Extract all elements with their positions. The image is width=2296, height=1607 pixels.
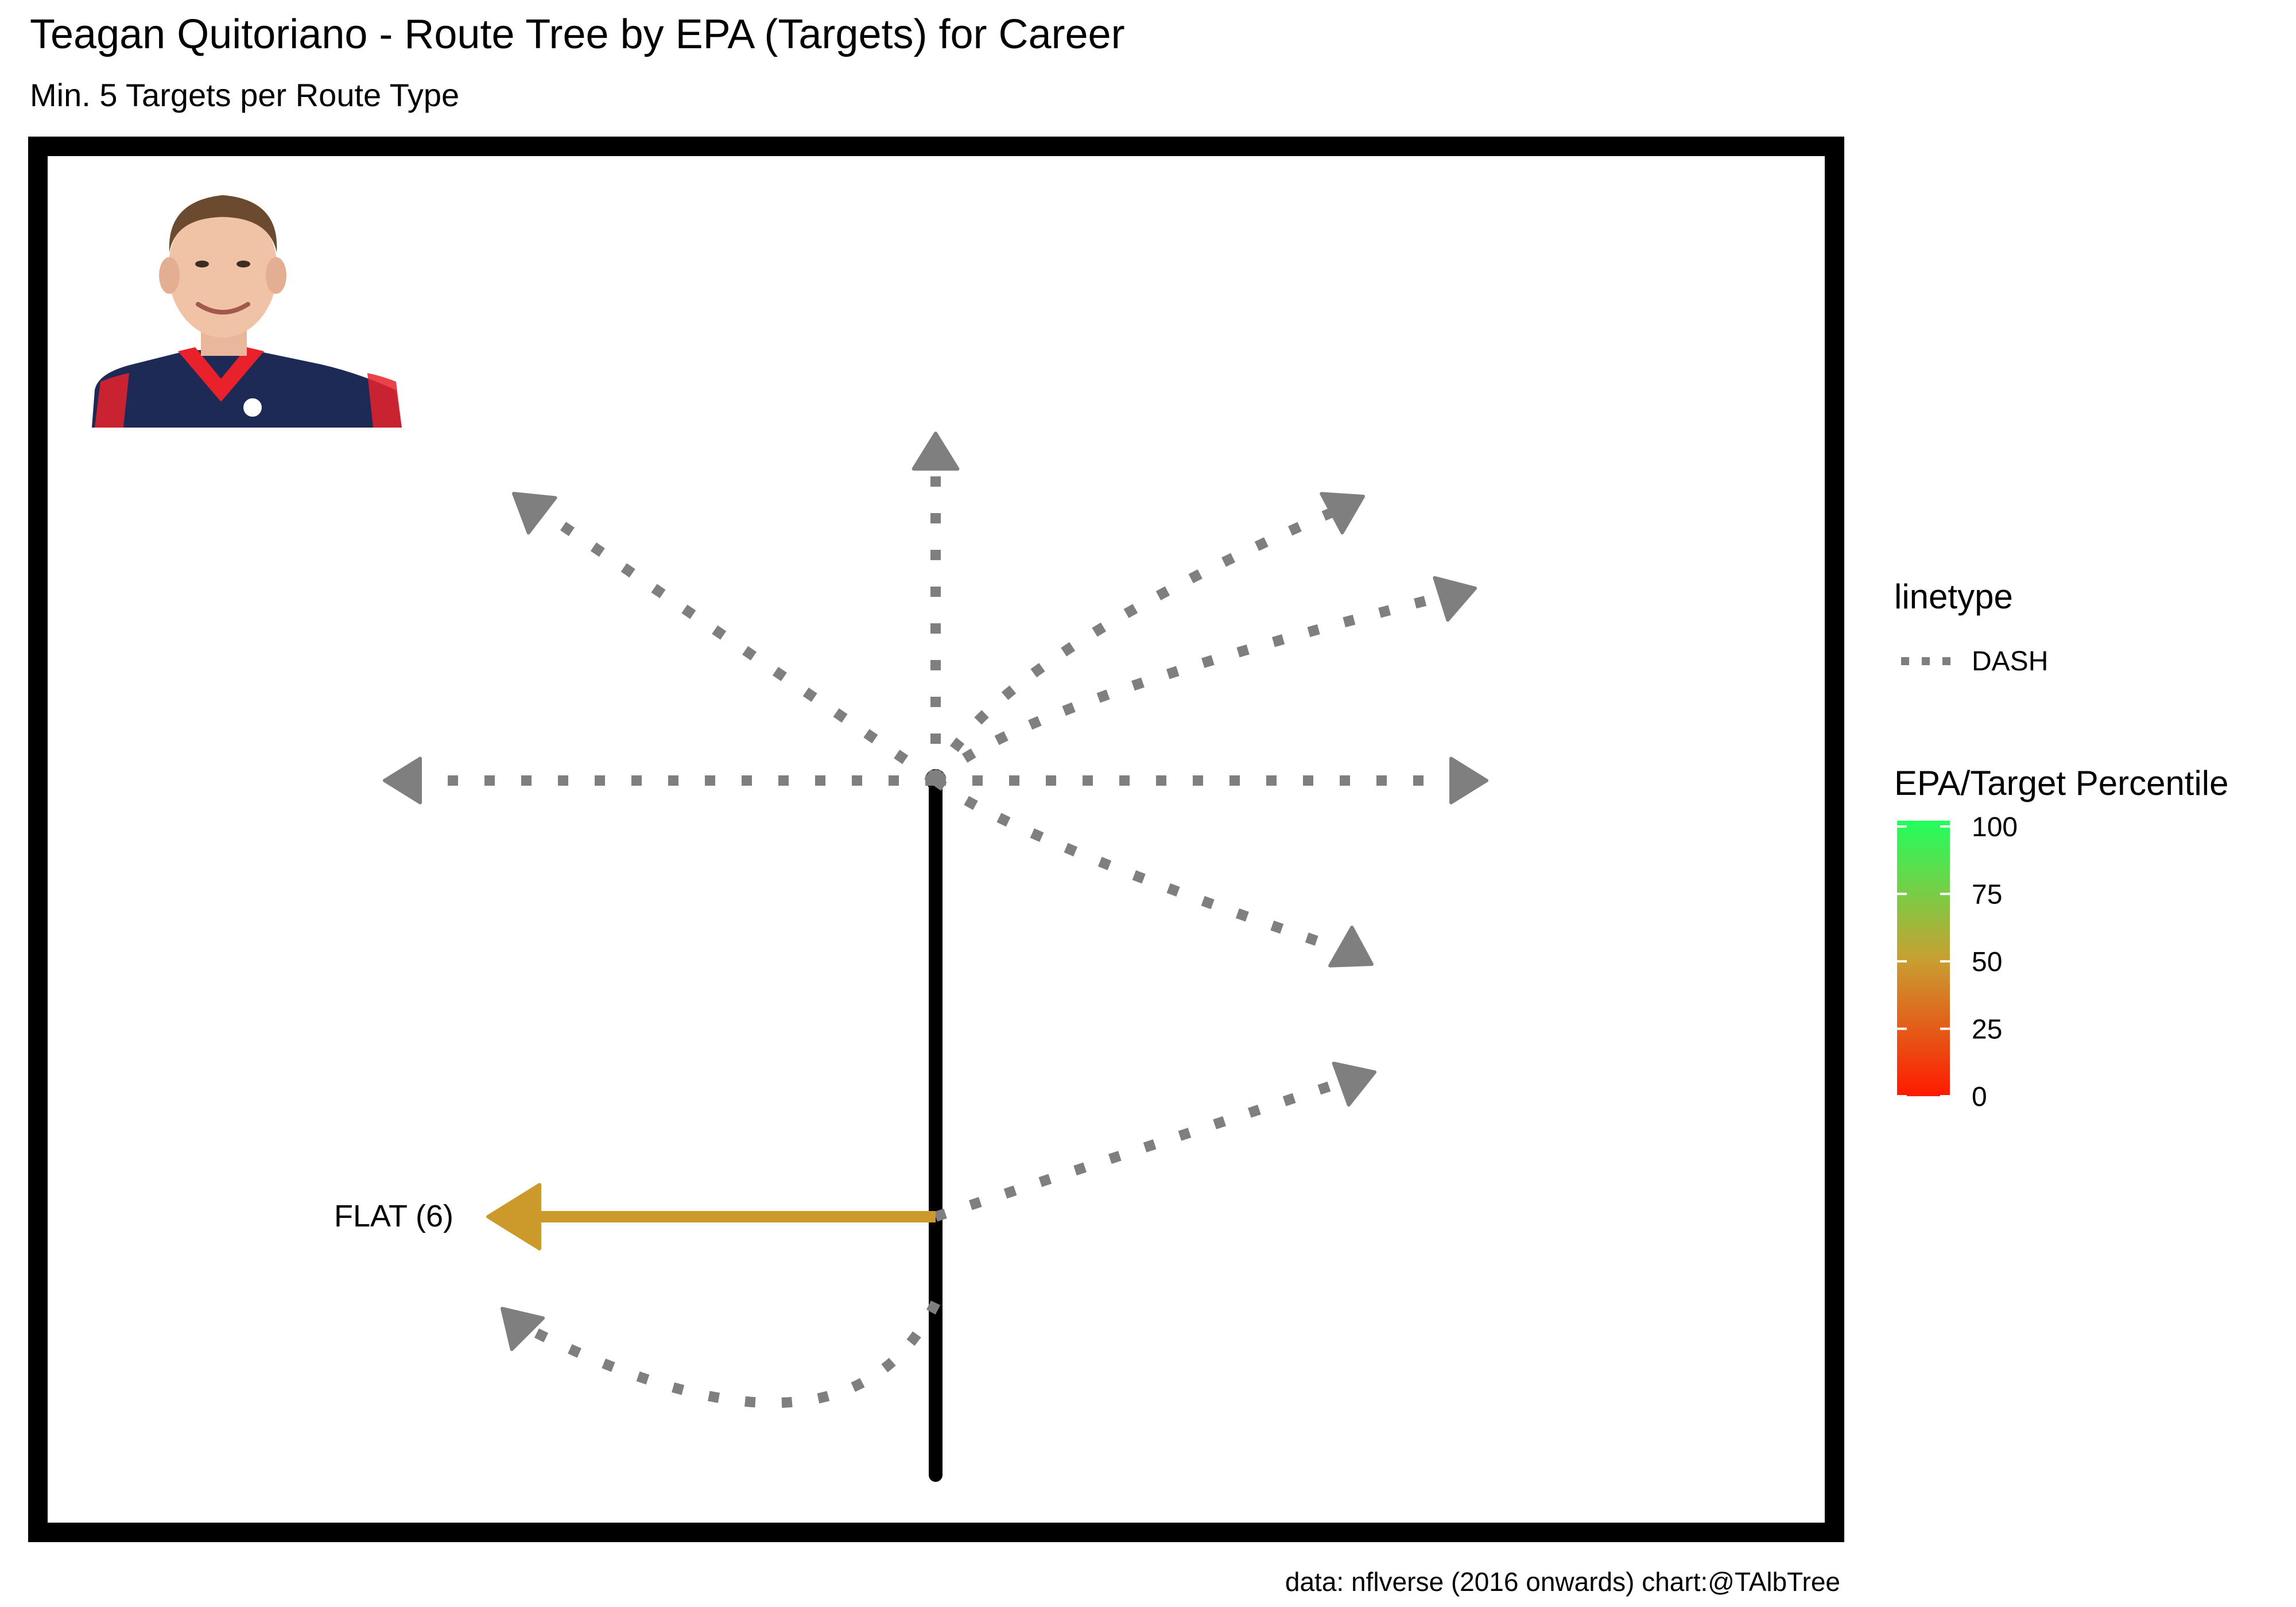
route-post-left-arrowhead xyxy=(512,492,557,535)
ear-right xyxy=(266,257,286,294)
route-slant-arrowhead xyxy=(1328,925,1374,968)
jersey-sleeve-left xyxy=(95,373,129,428)
route-wheel-arrowhead xyxy=(1332,1061,1376,1107)
nfl-shield xyxy=(241,396,264,419)
routes-layer xyxy=(383,432,1488,1482)
legend-tick-label: 75 xyxy=(1972,880,2002,910)
route-out-right-arrowhead xyxy=(1449,756,1488,805)
hair xyxy=(169,195,277,253)
route-screen xyxy=(514,1301,941,1408)
route-deep-out xyxy=(932,589,1454,785)
jersey-collar xyxy=(178,347,264,402)
legend-tick-label: 25 xyxy=(1972,1015,2002,1045)
legend-linetype-entry: DASH xyxy=(1972,646,2048,677)
route-flat-arrowhead xyxy=(486,1183,541,1251)
chart-subtitle: Min. 5 Targets per Route Type xyxy=(30,77,459,113)
route-go-arrowhead xyxy=(912,432,960,471)
route-in-left-arrowhead xyxy=(383,756,422,805)
legend-tick-label: 50 xyxy=(1972,947,2002,977)
legend-tick-label: 100 xyxy=(1972,812,2018,843)
eye-right xyxy=(236,261,250,267)
route-post-left xyxy=(533,503,939,785)
legend-ticks: 100 75 50 25 0 xyxy=(1897,812,2018,1112)
legend-linetype-title: linetype xyxy=(1894,577,2013,616)
route-screen-arrowhead xyxy=(501,1307,545,1352)
player-headshot xyxy=(92,195,402,428)
chart-title: Teagan Quitoriano - Route Tree by EPA (T… xyxy=(30,11,1125,57)
ear-left xyxy=(159,257,180,294)
legend-color-title: EPA/Target Percentile xyxy=(1894,764,2229,802)
color-legend: EPA/Target Percentile 100 75 50 25 0 xyxy=(1894,764,2229,1112)
jersey xyxy=(92,350,402,428)
legend-tick-label: 0 xyxy=(1972,1082,1987,1112)
linetype-legend: linetype DASH xyxy=(1894,577,2048,677)
route-deep-out-arrowhead xyxy=(1433,576,1477,622)
eye-left xyxy=(195,261,209,267)
route-label-flat: FLAT (6) xyxy=(334,1199,453,1233)
chart-caption: data: nflverse (2016 onwards) chart:@TAl… xyxy=(1285,1567,1840,1597)
route-corner-arrowhead xyxy=(1320,492,1365,535)
route-corner xyxy=(930,500,1351,783)
jersey-sleeve-right xyxy=(367,373,402,428)
legend-colorbar xyxy=(1897,821,1950,1096)
smile xyxy=(196,302,250,315)
